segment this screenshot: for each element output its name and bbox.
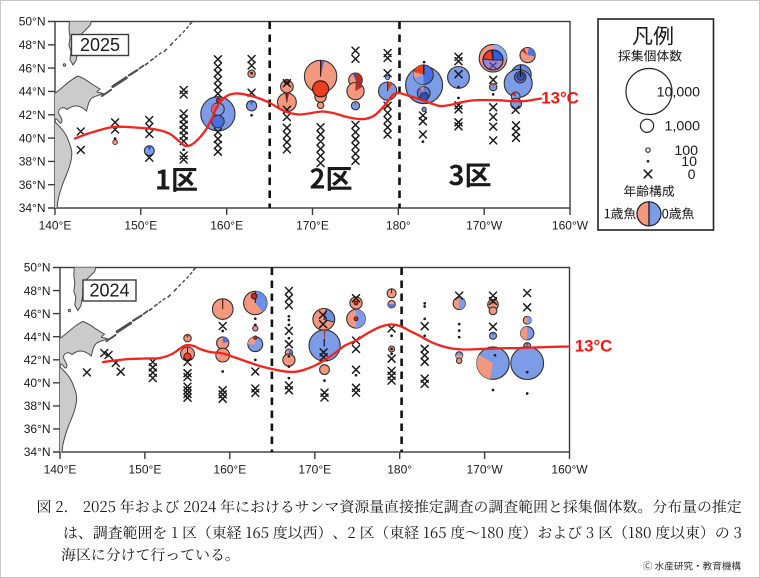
svg-text:48°N: 48°N xyxy=(24,284,51,298)
svg-text:40°N: 40°N xyxy=(24,376,51,390)
svg-text:160°W: 160°W xyxy=(552,219,589,233)
svg-text:40°N: 40°N xyxy=(19,131,46,145)
svg-text:36°N: 36°N xyxy=(19,178,46,192)
svg-text:44°N: 44°N xyxy=(24,330,51,344)
svg-text:140°E: 140°E xyxy=(44,463,77,477)
svg-text:34°N: 34°N xyxy=(24,445,51,459)
svg-text:38°N: 38°N xyxy=(24,399,51,413)
svg-text:13°C: 13°C xyxy=(575,337,613,356)
svg-text:180°: 180° xyxy=(387,463,412,477)
svg-text:170°E: 170°E xyxy=(296,219,329,233)
svg-text:10: 10 xyxy=(681,154,697,170)
svg-text:42°N: 42°N xyxy=(24,353,51,367)
svg-text:34°N: 34°N xyxy=(19,201,46,215)
svg-text:140°E: 140°E xyxy=(39,219,72,233)
svg-text:13°C: 13°C xyxy=(541,89,579,108)
svg-text:0: 0 xyxy=(688,167,696,183)
svg-text:170°W: 170°W xyxy=(466,219,503,233)
svg-text:36°N: 36°N xyxy=(24,422,51,436)
svg-text:150°E: 150°E xyxy=(129,463,162,477)
svg-text:50°N: 50°N xyxy=(24,261,51,275)
svg-text:46°N: 46°N xyxy=(24,307,51,321)
svg-text:2025: 2025 xyxy=(80,35,120,55)
svg-text:48°N: 48°N xyxy=(19,38,46,52)
svg-text:46°N: 46°N xyxy=(19,61,46,75)
svg-text:160°E: 160°E xyxy=(210,219,243,233)
svg-text:160°W: 160°W xyxy=(551,463,588,477)
svg-text:100: 100 xyxy=(674,143,698,159)
svg-text:180°: 180° xyxy=(386,219,411,233)
svg-text:2024: 2024 xyxy=(89,281,129,301)
svg-text:150°E: 150°E xyxy=(124,219,157,233)
svg-text:10,000: 10,000 xyxy=(657,84,701,100)
svg-text:50°N: 50°N xyxy=(19,15,46,29)
svg-text:42°N: 42°N xyxy=(19,108,46,122)
svg-text:1,000: 1,000 xyxy=(664,119,700,135)
svg-text:170°W: 170°W xyxy=(467,463,504,477)
svg-text:170°E: 170°E xyxy=(298,463,331,477)
svg-text:44°N: 44°N xyxy=(19,85,46,99)
svg-text:38°N: 38°N xyxy=(19,155,46,169)
svg-text:160°E: 160°E xyxy=(213,463,246,477)
